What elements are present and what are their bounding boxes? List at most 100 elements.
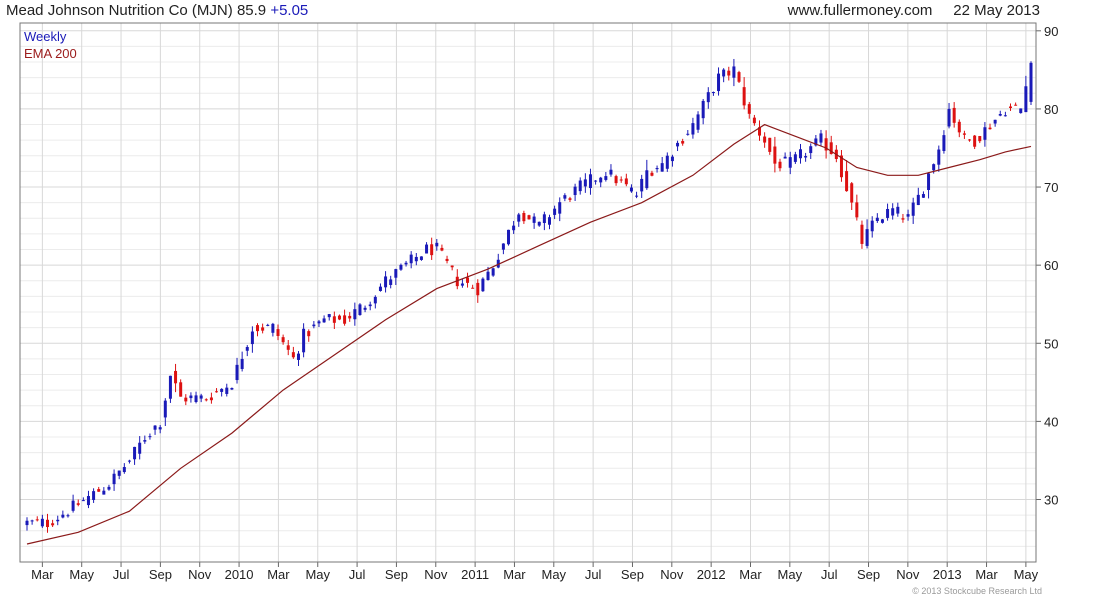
candle-body bbox=[747, 104, 751, 114]
candle-body bbox=[307, 331, 311, 337]
y-tick-label: 50 bbox=[1044, 336, 1058, 351]
candle-body bbox=[460, 283, 464, 286]
candle-body bbox=[870, 220, 874, 232]
x-tick-label: Sep bbox=[857, 567, 880, 582]
candle-body bbox=[373, 296, 377, 304]
candle-body bbox=[445, 258, 449, 262]
candle-body bbox=[937, 149, 941, 165]
candle-body bbox=[358, 304, 362, 316]
candle-body bbox=[809, 146, 813, 154]
candle-body bbox=[51, 523, 55, 526]
candle-body bbox=[199, 395, 203, 399]
candle-body bbox=[230, 388, 234, 390]
candle-body bbox=[476, 282, 480, 296]
x-tick-label: May bbox=[69, 567, 94, 582]
candle-body bbox=[348, 315, 352, 319]
candle-body bbox=[430, 244, 434, 256]
candle-body bbox=[717, 73, 721, 92]
candle-body bbox=[235, 364, 239, 381]
plot-frame bbox=[19, 22, 1037, 563]
candle-body bbox=[378, 286, 382, 292]
candle-body bbox=[850, 183, 854, 203]
candle-body bbox=[168, 375, 172, 399]
candle-body bbox=[696, 114, 700, 130]
candle-body bbox=[968, 139, 972, 141]
candle-body bbox=[527, 215, 531, 220]
candle-body bbox=[635, 195, 639, 197]
candle-body bbox=[609, 169, 613, 175]
candle-body bbox=[491, 268, 495, 276]
candle-body bbox=[722, 69, 726, 77]
candle-body bbox=[537, 221, 541, 226]
candle-body bbox=[501, 243, 505, 250]
candle-body bbox=[793, 154, 797, 162]
candle-body bbox=[384, 276, 388, 288]
candle-body bbox=[691, 123, 695, 135]
candle-body bbox=[619, 179, 623, 181]
candle-body bbox=[742, 87, 746, 106]
candle-body bbox=[389, 279, 393, 285]
candle-body bbox=[1029, 62, 1033, 102]
candle-body bbox=[394, 269, 398, 278]
candle-body bbox=[727, 70, 731, 76]
x-tick-label: Nov bbox=[424, 567, 448, 582]
candle-body bbox=[35, 519, 39, 521]
copyright-note: © 2013 Stockcube Research Ltd bbox=[912, 586, 1042, 596]
x-tick-label: Nov bbox=[660, 567, 684, 582]
candle-body bbox=[271, 323, 275, 333]
x-tick-label: Mar bbox=[31, 567, 54, 582]
candle-body bbox=[245, 347, 249, 351]
candle-body bbox=[973, 135, 977, 147]
candle-body bbox=[624, 178, 628, 185]
candle-body bbox=[148, 436, 152, 438]
candle-body bbox=[184, 397, 188, 402]
candle-body bbox=[547, 217, 551, 225]
candle-body bbox=[179, 382, 183, 397]
candle-body bbox=[471, 287, 475, 289]
candle-body bbox=[138, 442, 142, 454]
candle-body bbox=[563, 195, 567, 199]
legend-weekly: Weekly bbox=[24, 29, 67, 44]
candle-body bbox=[553, 208, 557, 215]
candle-body bbox=[911, 202, 915, 216]
candle-body bbox=[143, 440, 147, 442]
candle-body bbox=[957, 121, 961, 133]
candle-body bbox=[962, 133, 966, 135]
candle-body bbox=[25, 520, 29, 526]
candle-body bbox=[711, 91, 715, 94]
candle-body bbox=[1014, 104, 1018, 106]
candle-body bbox=[599, 177, 603, 183]
candle-body bbox=[276, 329, 280, 336]
x-tick-label: Nov bbox=[188, 567, 212, 582]
candle-body bbox=[404, 262, 408, 265]
candle-body bbox=[312, 324, 316, 327]
candle-body bbox=[645, 170, 649, 189]
ema-200-line bbox=[26, 123, 1032, 545]
candle-body bbox=[814, 138, 818, 146]
candle-body bbox=[399, 264, 403, 270]
candle-body bbox=[860, 224, 864, 244]
candle-body bbox=[317, 321, 321, 324]
candle-body bbox=[61, 514, 65, 518]
candle-body bbox=[409, 254, 413, 264]
candle-body bbox=[558, 202, 562, 214]
candle-body bbox=[204, 399, 208, 401]
candle-body bbox=[45, 519, 49, 528]
security-name: Mead Johnson Nutrition Co (MJN) bbox=[6, 2, 233, 19]
candle-body bbox=[758, 127, 762, 136]
x-tick-label: May bbox=[1014, 567, 1039, 582]
candle-body bbox=[604, 176, 608, 180]
candle-body bbox=[952, 107, 956, 123]
candle-body bbox=[240, 358, 244, 369]
candle-body bbox=[875, 217, 879, 221]
candle-body bbox=[752, 117, 756, 124]
x-tick-label: Sep bbox=[621, 567, 644, 582]
candle-body bbox=[363, 307, 367, 310]
candle-body bbox=[824, 138, 828, 151]
candle-body bbox=[440, 247, 444, 251]
candle-body bbox=[215, 391, 219, 393]
x-tick-label: Mar bbox=[739, 567, 762, 582]
x-tick-label: Mar bbox=[975, 567, 998, 582]
y-tick-label: 80 bbox=[1044, 102, 1058, 117]
